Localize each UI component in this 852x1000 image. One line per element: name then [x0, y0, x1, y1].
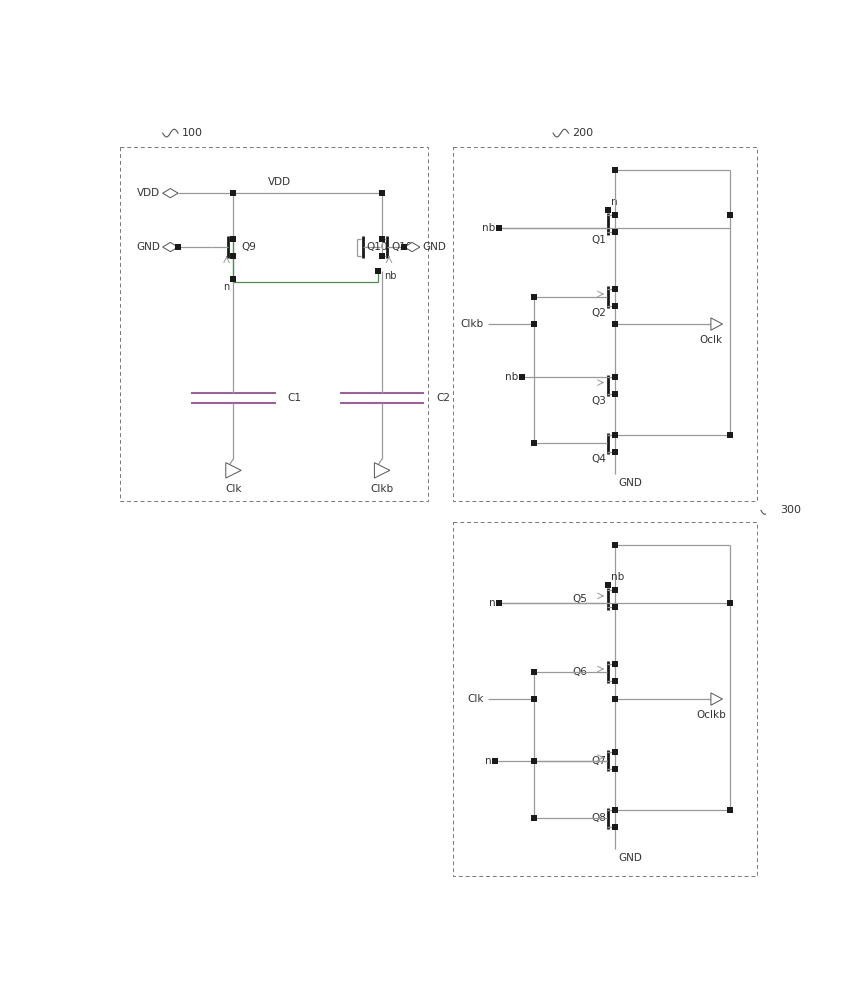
Text: nb: nb: [384, 271, 396, 281]
Text: Q5: Q5: [572, 594, 586, 604]
Text: Clkb: Clkb: [460, 319, 483, 329]
Polygon shape: [710, 693, 722, 705]
Polygon shape: [374, 463, 389, 478]
Text: GND: GND: [618, 853, 642, 863]
Text: 200: 200: [572, 128, 593, 138]
Text: Q4: Q4: [590, 454, 606, 464]
Text: 300: 300: [780, 505, 800, 515]
Text: Q9: Q9: [241, 242, 256, 252]
Text: VDD: VDD: [268, 177, 291, 187]
Text: GND: GND: [136, 242, 160, 252]
Text: GND: GND: [422, 242, 446, 252]
Text: C2: C2: [435, 393, 450, 403]
Text: Clk: Clk: [225, 484, 241, 494]
Bar: [120, 147, 428, 501]
Text: Q6: Q6: [572, 667, 586, 677]
Polygon shape: [404, 242, 419, 252]
Text: Q7: Q7: [590, 756, 606, 766]
Text: n: n: [610, 197, 617, 207]
Text: GND: GND: [618, 478, 642, 488]
Text: Q10: Q10: [391, 242, 412, 252]
Polygon shape: [163, 242, 178, 252]
Text: VDD: VDD: [137, 188, 160, 198]
Text: Clkb: Clkb: [370, 484, 394, 494]
Text: Q3: Q3: [590, 396, 606, 406]
Text: n: n: [484, 756, 491, 766]
Text: Q2: Q2: [590, 308, 606, 318]
Text: n: n: [223, 282, 229, 292]
Bar: [452, 522, 757, 876]
Text: Oclk: Oclk: [699, 335, 722, 345]
Text: Oclkb: Oclkb: [695, 710, 725, 720]
Polygon shape: [710, 318, 722, 330]
Bar: [452, 147, 757, 501]
Polygon shape: [163, 189, 178, 198]
Polygon shape: [226, 463, 241, 478]
Text: 100: 100: [181, 128, 203, 138]
Text: nb: nb: [481, 223, 495, 233]
Text: Clk: Clk: [467, 694, 483, 704]
Text: nb: nb: [610, 572, 624, 582]
Text: Q1: Q1: [590, 235, 606, 245]
Text: Q8: Q8: [590, 813, 606, 823]
Text: C1: C1: [287, 393, 301, 403]
Text: nb: nb: [504, 372, 518, 382]
Text: Q10: Q10: [366, 242, 388, 252]
Text: n: n: [488, 598, 495, 608]
